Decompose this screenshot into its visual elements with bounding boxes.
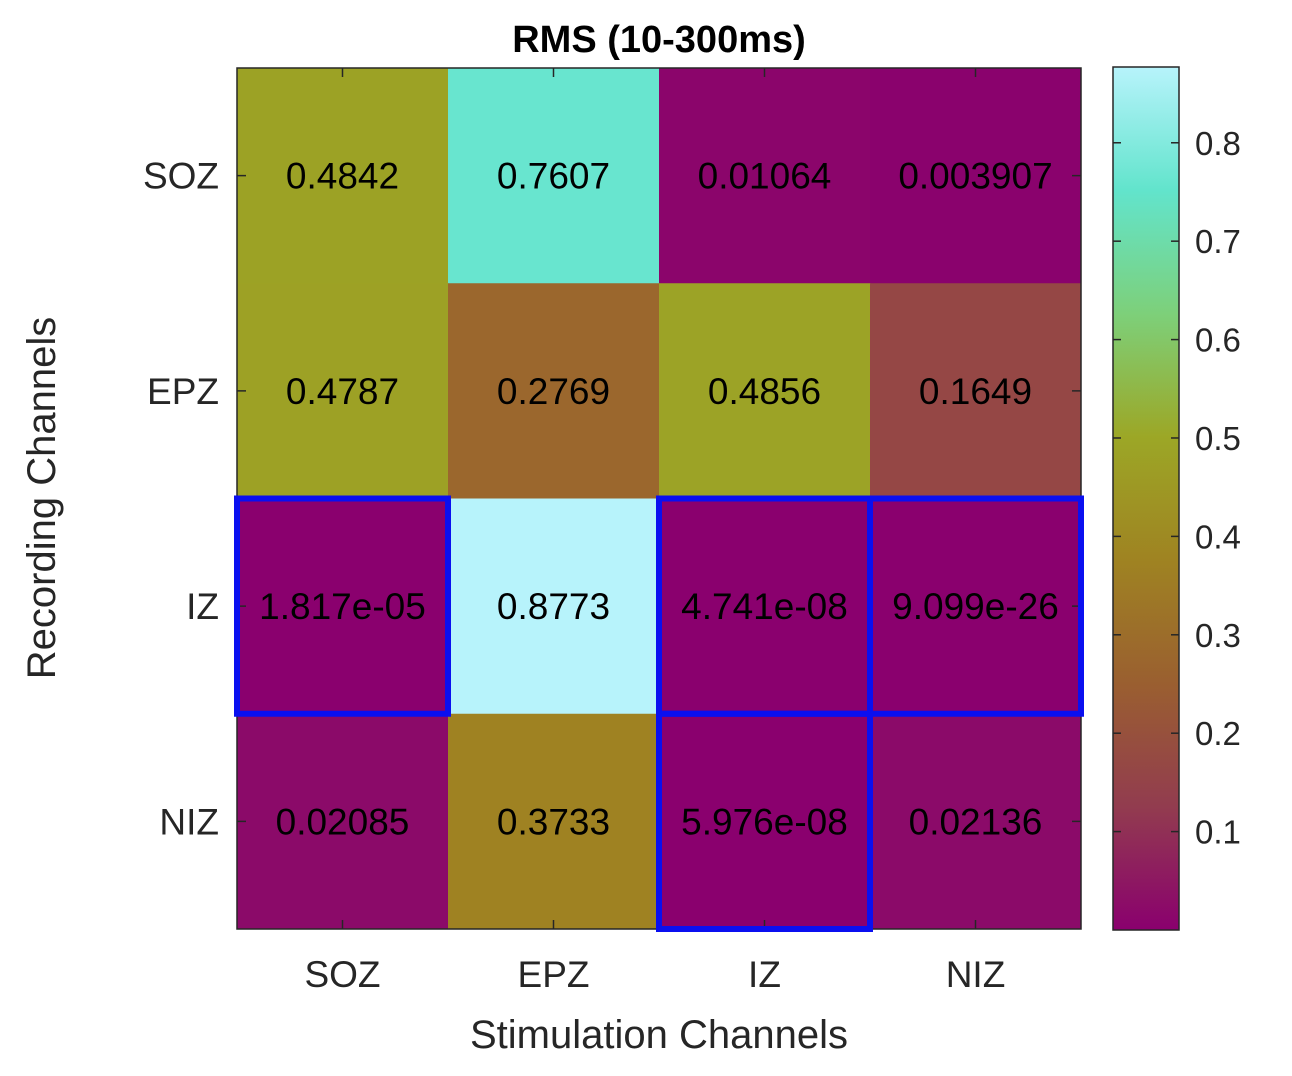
cell-value-label: 5.976e-08 xyxy=(681,801,848,842)
x-tick-label: NIZ xyxy=(946,954,1006,995)
colorbar-tick-label: 0.3 xyxy=(1195,617,1241,654)
colorbar xyxy=(1112,66,1180,931)
heatmap-cell xyxy=(237,713,449,930)
cell-value-label: 0.4856 xyxy=(708,371,821,412)
heatmap-cell xyxy=(237,283,449,499)
heatmap-cell xyxy=(659,283,871,499)
heatmap-cell xyxy=(237,498,449,715)
highlight-box xyxy=(234,495,451,717)
x-tick-label: EPZ xyxy=(518,954,590,995)
cell-value-label: 0.02085 xyxy=(276,801,410,842)
colorbar-tick-label: 0.5 xyxy=(1195,420,1241,457)
x-axis-ticks: SOZ EPZ IZ NIZ xyxy=(304,68,1005,995)
heatmap-cell xyxy=(870,68,1082,284)
x-tick-label: SOZ xyxy=(304,954,380,995)
cell-value-label: 0.4842 xyxy=(286,156,399,197)
y-tick-label: NIZ xyxy=(159,801,219,842)
colorbar-tick-label: 0.4 xyxy=(1195,518,1241,555)
cell-value-label: 0.8773 xyxy=(497,586,610,627)
highlight-box xyxy=(867,495,1084,717)
heatmap-cell xyxy=(237,68,449,284)
highlight-box xyxy=(656,710,873,932)
colorbar-tick-label: 0.6 xyxy=(1195,322,1241,359)
colorbar-tick-label: 0.8 xyxy=(1195,125,1241,162)
heatmap-cell xyxy=(659,713,871,930)
heatmap-cell xyxy=(448,498,660,715)
heatmap-cell xyxy=(870,713,1082,930)
colorbar-tick-label: 0.1 xyxy=(1195,814,1241,851)
y-axis-ticks: SOZ EPZ IZ NIZ xyxy=(143,156,1081,842)
cell-value-label: 0.1649 xyxy=(919,371,1032,412)
cell-value-label: 4.741e-08 xyxy=(681,586,848,627)
heatmap-cells: 0.4842 0.7607 0.01064 0.003907 0.4787 0.2769 0… xyxy=(237,68,1082,930)
cell-value-label: 0.3733 xyxy=(497,801,610,842)
chart-title: RMS (10-300ms) xyxy=(512,19,806,61)
x-tick-label: IZ xyxy=(748,954,781,995)
heatmap-cell xyxy=(448,68,660,284)
heatmap-cell xyxy=(448,713,660,930)
cell-value-label: 0.7607 xyxy=(497,156,610,197)
heatmap-cell xyxy=(659,498,871,715)
cell-value-label: 9.099e-26 xyxy=(892,586,1059,627)
colorbar-tick-label: 0.2 xyxy=(1195,715,1241,752)
cell-value-label: 1.817e-05 xyxy=(259,586,426,627)
colorbar-ticks: 0.1 0.2 0.3 0.4 0.5 0.6 0.7 0.8 xyxy=(1113,125,1241,851)
heatmap-cell xyxy=(659,68,871,284)
cell-value-label: 0.02136 xyxy=(909,801,1043,842)
y-tick-label: IZ xyxy=(186,586,219,627)
heatmap-cell xyxy=(870,283,1082,499)
cell-value-label: 0.4787 xyxy=(286,371,399,412)
cell-value-label: 0.003907 xyxy=(898,156,1052,197)
y-axis-label: Recording Channels xyxy=(20,317,64,679)
cell-value-label: 0.2769 xyxy=(497,371,610,412)
y-tick-label: EPZ xyxy=(147,371,219,412)
heatmap-cell xyxy=(448,283,660,499)
heatmap-cell xyxy=(870,498,1082,715)
colorbar-tick-label: 0.7 xyxy=(1195,223,1241,260)
highlight-boxes xyxy=(234,495,1084,932)
cell-value-label: 0.01064 xyxy=(698,156,832,197)
x-axis-label: Stimulation Channels xyxy=(470,1013,848,1057)
y-tick-label: SOZ xyxy=(143,156,219,197)
